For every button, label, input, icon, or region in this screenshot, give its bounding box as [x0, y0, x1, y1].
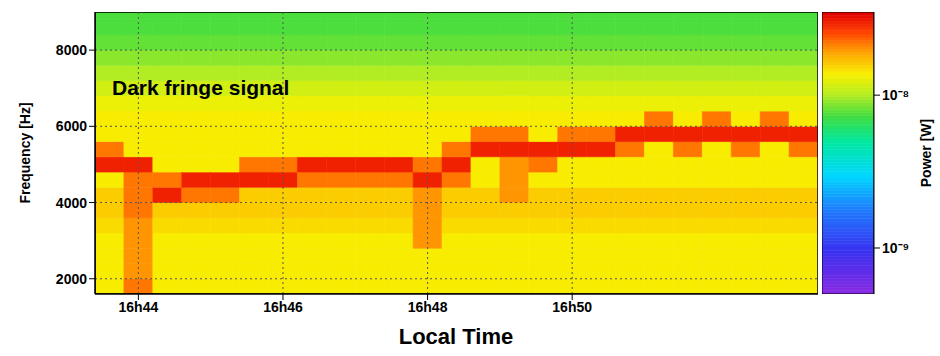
svg-text:10⁻⁸: 10⁻⁸: [882, 87, 909, 103]
svg-text:10⁻⁹: 10⁻⁹: [882, 240, 909, 256]
html-text:Local Time: Local Time: [398, 324, 514, 349]
svg-text:2000: 2000: [56, 271, 87, 287]
svg-text:16h48: 16h48: [408, 299, 448, 315]
svg-text:16h46: 16h46: [263, 299, 303, 315]
svg-text:8000: 8000: [56, 42, 87, 58]
svg-text:4000: 4000: [56, 195, 87, 211]
html-text:Frequency [Hz]: Frequency [Hz]: [17, 102, 33, 204]
html-text:Power [W]: Power [W]: [918, 118, 934, 188]
svg-text:6000: 6000: [56, 118, 87, 134]
svg-text:16h50: 16h50: [552, 299, 592, 315]
svg-text:16h44: 16h44: [119, 299, 159, 315]
html-text:Dark fringe signal: Dark fringe signal: [112, 76, 290, 99]
